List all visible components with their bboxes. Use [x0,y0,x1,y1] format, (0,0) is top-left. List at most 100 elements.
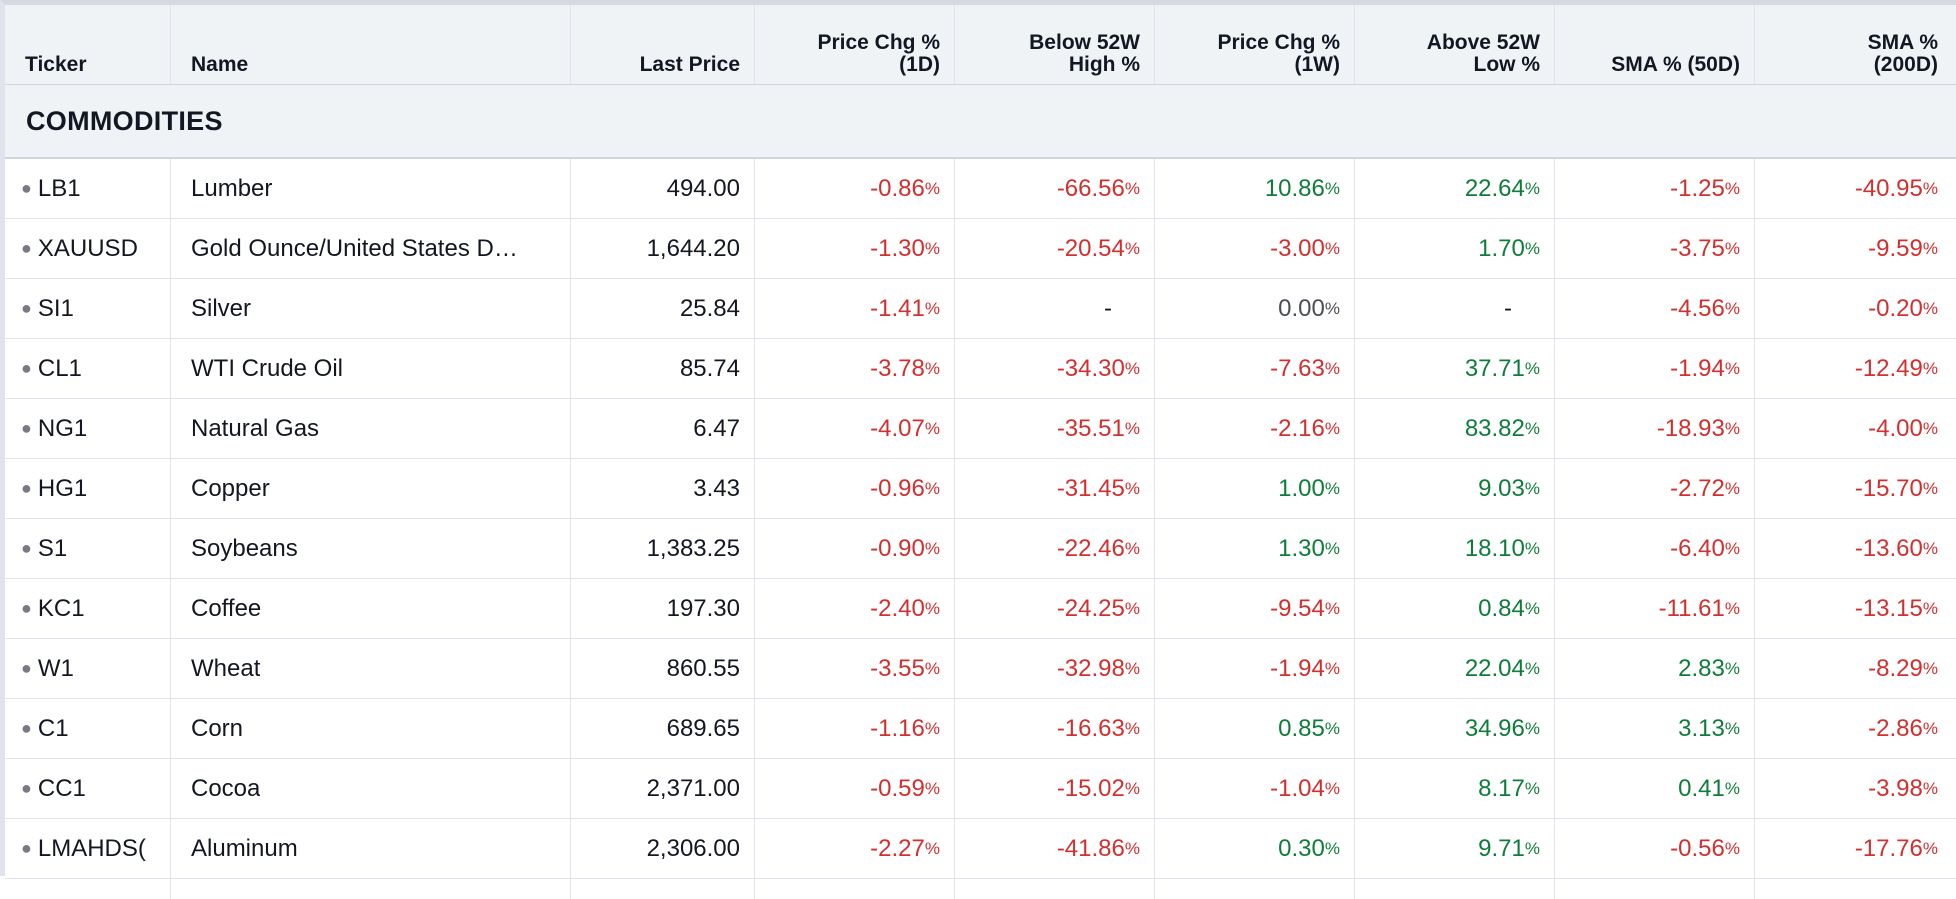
value: -4.56 [1670,294,1725,322]
table-row[interactable]: ● LB1 Lumber 494.00 -0.86% -66.56% 10.86% 22.64… [5,159,1956,219]
ticker-symbol[interactable]: KC1 [37,594,85,622]
cell-last-price: 6.47 [571,399,755,458]
cell-sma-50d: -4.56% [1555,279,1755,338]
cell-price-chg-1w: 1.30% [1155,519,1355,578]
bullet-icon: ● [21,658,32,678]
value: -12.49 [1854,354,1923,382]
percent-sign: % [1724,838,1740,858]
ticker-symbol[interactable]: S1 [37,534,68,562]
table-row[interactable]: ● XAUUSD Gold Ounce/United States D… 1,644.… [5,219,1956,279]
cell-ticker[interactable]: ● CL1 [5,339,171,398]
cell-ticker[interactable]: ● S1 [5,519,171,578]
percent-sign: % [1524,238,1540,258]
cell-ticker[interactable]: ● KC1 [5,579,171,638]
percent-sign: % [1724,778,1740,798]
cell-sma-50d: -3.75% [1555,219,1755,278]
value: -16.63 [1056,714,1125,742]
percent-sign: % [1922,778,1938,798]
cell-name: Soybeans [171,519,571,578]
column-header-below-52w-high[interactable]: Below 52W High % [955,5,1155,84]
column-header-sma-50d[interactable]: SMA % (50D) [1555,5,1755,84]
cell-ticker[interactable]: ● LB1 [5,159,171,218]
column-header-sma-200d[interactable]: SMA % (200D) [1867,31,1938,76]
ticker-symbol[interactable]: CC1 [37,774,86,802]
cell-below-52w-high: -22.46% [955,519,1155,578]
percent-sign: % [1724,538,1740,558]
ticker-symbol[interactable]: LB1 [37,174,81,202]
cell-price-chg-1d: -4.07% [755,399,955,458]
value: -18.93 [1656,414,1725,442]
value: 22.64 [1464,174,1525,202]
percent-sign: % [1922,838,1938,858]
cell-above-52w-low: 22.04% [1355,639,1555,698]
value: 2.83 [1678,654,1725,682]
instrument-name: Coffee [191,594,262,622]
percent-sign: % [1124,418,1140,438]
ticker-symbol[interactable]: LMAHDS( [37,834,146,862]
instrument-name: Cocoa [191,774,261,802]
cell-price-chg-1d: -1.41% [755,279,955,338]
cell-ticker[interactable]: ● LMAHDS( [5,819,171,878]
percent-sign: % [1724,358,1740,378]
percent-sign: % [1124,538,1140,558]
column-header-ticker[interactable]: Ticker [5,5,171,84]
cell-price-chg-1w: 0.00% [1155,279,1355,338]
cell-sma-50d: 2.83% [1555,639,1755,698]
cell-ticker[interactable]: ● XAUUSD [5,219,171,278]
percent-sign: % [1922,478,1938,498]
table-row[interactable]: ● S1 Soybeans 1,383.25 -0.90% -22.46% 1.30% 18.… [5,519,1956,579]
cell-price-chg-1w: 0.85% [1155,699,1355,758]
table-row[interactable]: ● NG1 Natural Gas 6.47 -4.07% -35.51% -2.16% 83… [5,399,1956,459]
table-row[interactable]: ● CC1 Cocoa 2,371.00 -0.59% -15.02% -1.04% 8.17… [5,759,1956,819]
table-row[interactable]: ● CL1 WTI Crude Oil 85.74 -3.78% -34.30% -7.63… [5,339,1956,399]
value: -0.96 [870,474,925,502]
cell-sma-200d: -17.76% [1755,819,1952,878]
percent-sign: % [924,358,940,378]
cell-price-chg-1d: -3.78% [755,339,955,398]
value: 10.86 [1264,174,1325,202]
instrument-name: Natural Gas [191,414,320,442]
table-row[interactable]: ● C1 Corn 689.65 -1.16% -16.63% 0.85% 34.96% 3.1… [5,699,1956,759]
cell-ticker[interactable]: ● NG1 [5,399,171,458]
bullet-icon: ● [21,358,32,378]
cell-below-52w-high: - [955,279,1155,338]
percent-sign: % [1922,718,1938,738]
ticker-symbol[interactable]: XAUUSD [37,234,138,262]
value: 1.30 [1278,534,1325,562]
cell-sma-50d: -1.25% [1555,159,1755,218]
cell-ticker[interactable]: ● HG1 [5,459,171,518]
percent-sign: % [924,178,940,198]
ticker-symbol[interactable]: W1 [37,654,74,682]
percent-sign: % [924,298,940,318]
value: 18.10 [1464,534,1525,562]
cell-price-chg-1w: -7.63% [1155,339,1355,398]
percent-sign: % [1524,358,1540,378]
ticker-symbol[interactable]: C1 [37,714,69,742]
cell-ticker[interactable]: ● C1 [5,699,171,758]
value: -3.78 [870,354,925,382]
value: 0.30 [1278,834,1325,862]
ticker-symbol[interactable]: SI1 [37,294,74,322]
column-header-last-price[interactable]: Last Price [571,5,755,84]
percent-sign: % [1724,718,1740,738]
column-header-name[interactable]: Name [171,5,571,84]
cell-ticker[interactable]: ● W1 [5,639,171,698]
cell-ticker[interactable]: ● CC1 [5,759,171,818]
table-row[interactable]: ● KC1 Coffee 197.30 -2.40% -24.25% -9.54% 0.84%… [5,579,1956,639]
percent-sign: % [1524,778,1540,798]
column-header-price-chg-1d[interactable]: Price Chg % (1D) [755,5,955,84]
instrument-name: Wheat [191,654,261,682]
ticker-symbol[interactable]: NG1 [37,414,88,442]
cell-ticker[interactable]: ● SI1 [5,279,171,338]
cell-price-chg-1d: -1.30% [755,219,955,278]
cell-sma-200d: -3.98% [1755,759,1952,818]
table-row[interactable]: ● W1 Wheat 860.55 -3.55% -32.98% -1.94% 22.04% 2… [5,639,1956,699]
group-header-commodities[interactable]: COMMODITIES [5,85,1956,159]
column-header-above-52w-low[interactable]: Above 52W Low % [1355,5,1555,84]
ticker-symbol[interactable]: HG1 [37,474,88,502]
ticker-symbol[interactable]: CL1 [37,354,82,382]
column-header-price-chg-1w[interactable]: Price Chg % (1W) [1155,5,1355,84]
table-row[interactable]: ● LMAHDS(Aluminum 2,306.00 -2.27% -41.86% 0.3… [5,819,1956,879]
table-row[interactable]: ● HG1 Copper 3.43 -0.96% -31.45% 1.00% 9.03% -2.… [5,459,1956,519]
table-row[interactable]: ● SI1 Silver 25.84 -1.41% -0.00% - -4.56% -0.20% [5,279,1956,339]
